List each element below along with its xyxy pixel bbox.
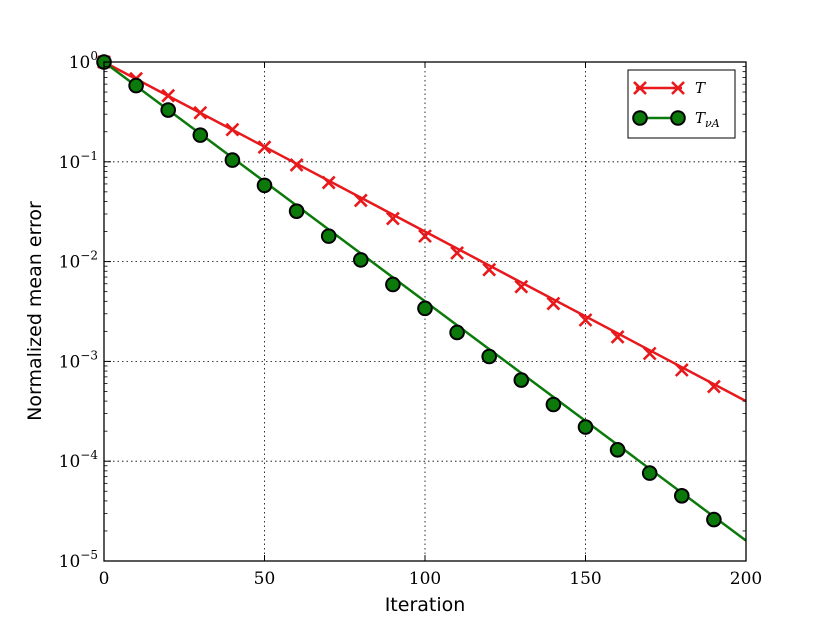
data-point (706, 379, 721, 394)
legend-marker (671, 81, 685, 95)
data-point (674, 488, 690, 504)
legend-marker (632, 110, 648, 126)
series-2 (96, 54, 747, 542)
data-point (481, 348, 498, 365)
data-point (450, 246, 465, 260)
data-point (706, 511, 722, 528)
data-point (609, 442, 626, 458)
legend-entry: TνA (632, 109, 720, 130)
data-point (418, 229, 432, 244)
data-point (546, 296, 561, 311)
data-point (353, 252, 369, 268)
y-tick-label: 10−3 (59, 348, 98, 372)
data-point (288, 203, 305, 219)
legend: T TνA (627, 69, 736, 139)
series-1 (97, 55, 747, 403)
data-point (513, 372, 530, 388)
y-axis-label: Normalized mean error (24, 201, 46, 421)
y-tick-label: 10−2 (59, 249, 98, 273)
legend-entry: T (633, 79, 706, 97)
data-point (417, 300, 433, 317)
x-tick-label: 0 (99, 569, 110, 589)
data-point (642, 346, 657, 361)
x-tick-label: 100 (409, 569, 441, 589)
data-point (449, 324, 465, 341)
y-tick-label: 100 (69, 49, 98, 73)
ticks: 0 50 100 150 200 100 10−1 10−2 10−3 10−4 10−5 (59, 49, 763, 589)
data-point (160, 102, 176, 118)
x-tick-label: 150 (569, 569, 601, 589)
data-point (545, 396, 562, 413)
data-point (128, 77, 144, 94)
series-layer (96, 54, 747, 542)
legend-marker (670, 110, 686, 126)
x-tick-label: 200 (730, 569, 762, 589)
data-point (674, 363, 689, 377)
data-point (257, 140, 272, 155)
data-point (353, 193, 368, 208)
data-point (578, 313, 593, 327)
data-point (385, 211, 400, 226)
legend-label: T (695, 79, 706, 97)
legend-box (627, 69, 736, 139)
y-tick-label: 10−1 (59, 149, 98, 173)
legend-marker (633, 81, 647, 95)
data-point (577, 419, 594, 435)
data-point (161, 88, 176, 103)
data-point (514, 279, 529, 294)
data-point (385, 276, 401, 293)
x-tick-label: 50 (254, 569, 276, 589)
data-point (321, 175, 336, 190)
series-line (103, 60, 747, 403)
x-axis-label: Iteration (385, 594, 466, 616)
data-point (610, 329, 625, 344)
data-point (289, 158, 304, 172)
data-point (224, 152, 241, 168)
data-point (320, 228, 337, 244)
data-point (193, 105, 208, 120)
y-tick-label: 10−5 (59, 548, 98, 572)
data-point (641, 465, 658, 481)
data-point (192, 127, 209, 143)
data-point (482, 262, 497, 277)
data-point (256, 177, 273, 194)
y-tick-label: 10−4 (59, 448, 99, 472)
legend-label: TνA (695, 109, 720, 130)
data-point (225, 122, 240, 137)
